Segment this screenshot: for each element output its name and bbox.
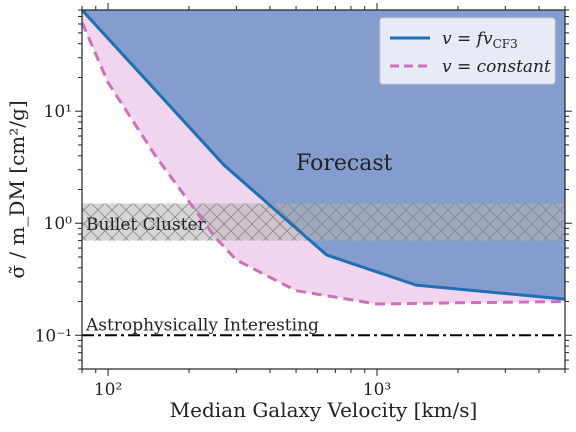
y-tick-label: 10¹: [44, 102, 72, 122]
x-tick-label: 10²: [94, 380, 122, 400]
y-tick-label: 10⁻¹: [35, 326, 72, 346]
legend-label-cf3-subscript: CF3: [493, 37, 518, 51]
legend-label-constant: v = constant: [442, 57, 551, 77]
x-axis-title: Median Galaxy Velocity [km/s]: [170, 398, 478, 422]
legend-label-cf3-main: v = fv: [442, 29, 493, 49]
series-line-constant: [82, 21, 565, 306]
x-tick-label: 10³: [363, 380, 391, 400]
y-tick-label: 10⁰: [44, 214, 73, 234]
astrophysically-interesting-label: Astrophysically Interesting: [85, 315, 319, 335]
forecast-label: Forecast: [296, 151, 393, 176]
series-line-cf3: [82, 10, 565, 301]
bullet-cluster-hatch: [82, 203, 565, 241]
legend-label-cf3: v = fvCF3: [442, 29, 518, 51]
bullet-cluster-label: Bullet Cluster: [86, 215, 207, 235]
axes: 10² 10³ 10⁻¹ 10⁰ 10¹: [35, 3, 572, 400]
legend: v = fvCF3 v = constant: [379, 17, 556, 85]
y-axis-title: σ̃ / m_DM [cm²/g]: [5, 100, 29, 278]
constant-band-fill: [82, 10, 565, 305]
